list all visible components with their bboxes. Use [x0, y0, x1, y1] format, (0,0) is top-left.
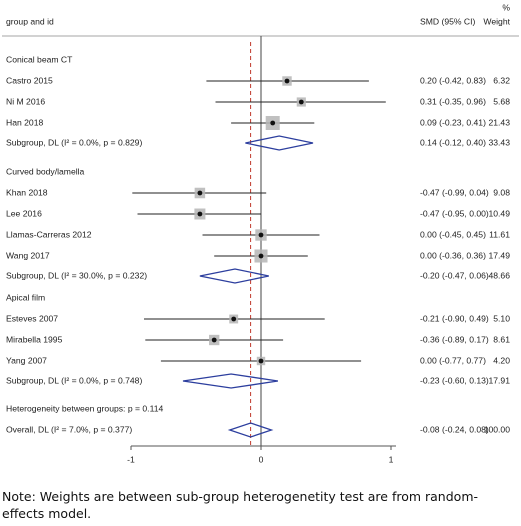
point-estimate [231, 316, 237, 322]
group-title: Conical beam CT [6, 54, 73, 64]
point-estimate [211, 337, 217, 343]
header-group-label: group and id [6, 16, 54, 26]
point-estimate [197, 211, 203, 217]
heterogeneity-between: Heterogeneity between groups: p = 0.114 [6, 403, 163, 413]
point-estimate [258, 253, 264, 259]
footnote: Note: Weights are between sub-group hete… [2, 489, 479, 521]
weight-text: 9.08 [493, 187, 510, 197]
weight-text: 4.20 [493, 355, 510, 365]
ci-text: 0.31 (-0.35, 0.96) [420, 96, 486, 106]
study-label: Yang 2007 [6, 355, 47, 365]
subgroup-diamond-ci-text: -0.20 (-0.47, 0.06) [420, 270, 489, 280]
weight-text: 5.68 [493, 96, 510, 106]
point-estimate [258, 358, 264, 364]
study-label: Han 2018 [6, 117, 43, 127]
point-estimate [270, 120, 276, 126]
subgroup-diamond-label: Subgroup, DL (I² = 0.0%, p = 0.748) [6, 375, 142, 385]
header-smd-label: SMD (95% CI) [420, 16, 476, 26]
overall-diamond [227, 422, 274, 438]
ci-text: 0.00 (-0.45, 0.45) [420, 229, 486, 239]
subgroup-diamond [182, 373, 278, 389]
study-label: Llamas-Carreras 2012 [6, 229, 92, 239]
forest-plot: group and id% SMD (95% CI) Weight Conical b… [2, 2, 519, 464]
subgroup-diamond-label: Subgroup, DL (I² = 30.0%, p = 0.232) [6, 270, 147, 280]
header-weight-label: Weight [483, 16, 510, 26]
subgroup-diamond-ci-text: -0.23 (-0.60, 0.13) [420, 375, 489, 385]
study-label: Mirabella 1995 [6, 334, 63, 344]
point-estimate [298, 99, 304, 105]
weight-text: 10.49 [488, 208, 510, 218]
ci-text: -0.21 (-0.90, 0.49) [420, 313, 489, 323]
x-tick-label: 1 [389, 454, 394, 464]
header-weight-pct: % [502, 2, 510, 12]
subgroup-diamond [245, 135, 314, 151]
subgroup-diamond-ci-text: 0.14 (-0.12, 0.40) [420, 137, 486, 147]
overall-diamond-ci-text: -0.08 (-0.24, 0.08) [420, 424, 489, 434]
study-label: Castro 2015 [6, 75, 53, 85]
point-estimate [197, 190, 203, 196]
weight-text: 21.43 [488, 117, 510, 127]
point-estimate [258, 232, 264, 238]
study-label: Ni M 2016 [6, 96, 45, 106]
ci-text: 0.00 (-0.36, 0.36) [420, 250, 486, 260]
weight-text: 6.32 [493, 75, 510, 85]
ci-text: 0.20 (-0.42, 0.83) [420, 75, 486, 85]
x-tick-label: -1 [127, 454, 135, 464]
subgroup-diamond-label: Subgroup, DL (I² = 0.0%, p = 0.829) [6, 137, 142, 147]
ci-text: -0.47 (-0.99, 0.04) [420, 187, 489, 197]
x-tick-label: 0 [259, 454, 264, 464]
subgroup-diamond-weight-text: 48.66 [488, 270, 510, 280]
subgroup-diamond-weight-text: 17.91 [488, 375, 510, 385]
ci-text: 0.00 (-0.77, 0.77) [420, 355, 486, 365]
study-label: Wang 2017 [6, 250, 50, 260]
ci-text: -0.36 (-0.89, 0.17) [420, 334, 489, 344]
subgroup-diamond-weight-text: 33.43 [488, 137, 510, 147]
overall-diamond-label: Overall, DL (I² = 7.0%, p = 0.377) [6, 424, 132, 434]
weight-text: 11.61 [489, 229, 510, 239]
study-label: Khan 2018 [6, 187, 48, 197]
subgroup-diamond [199, 268, 269, 284]
group-title: Apical film [6, 292, 45, 302]
study-label: Esteves 2007 [6, 313, 58, 323]
weight-text: 5.10 [493, 313, 510, 323]
weight-text: 8.61 [493, 334, 510, 344]
group-title: Curved body/lamella [6, 166, 85, 176]
ci-text: -0.47 (-0.95, 0.00) [420, 208, 489, 218]
ci-text: 0.09 (-0.23, 0.41) [420, 117, 486, 127]
overall-diamond-weight-text: 100.00 [484, 424, 511, 434]
study-label: Lee 2016 [6, 208, 42, 218]
weight-text: 17.49 [488, 250, 510, 260]
point-estimate [284, 78, 290, 84]
